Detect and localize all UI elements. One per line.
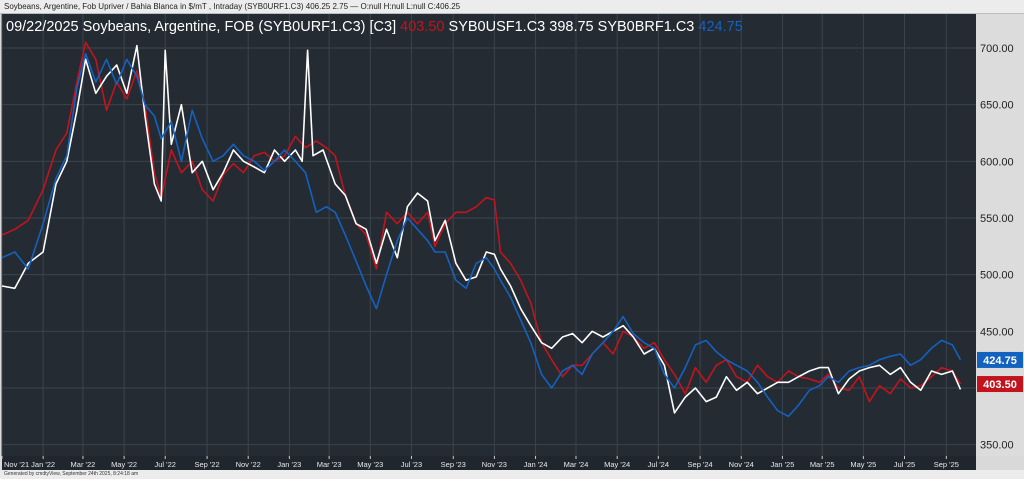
x-tick-label: Jul '24 bbox=[648, 460, 669, 469]
series-line-syb0urf1-c3 bbox=[1, 41, 962, 403]
x-tick-label: Nov '22 bbox=[236, 460, 261, 469]
x-tick-label: Nov '24 bbox=[729, 460, 754, 469]
x-tick-label: May '25 bbox=[850, 460, 876, 469]
y-tick-label: 600.00 bbox=[980, 156, 1014, 168]
x-tick-label: Mar '23 bbox=[317, 460, 342, 469]
y-tick-label: 550.00 bbox=[980, 213, 1014, 225]
title-part: 403.50 bbox=[396, 19, 444, 35]
footer-bar: Generated by cmdtyView, September 24th 2… bbox=[0, 470, 1024, 479]
x-tick-label: Jan '24 bbox=[524, 460, 548, 469]
time-axis-panel[interactable] bbox=[2, 456, 976, 470]
x-tick-label: May '23 bbox=[357, 460, 383, 469]
series-lines bbox=[1, 41, 962, 418]
title-part: SYB0BRF1.C3 bbox=[594, 19, 695, 35]
x-tick-label: Jan '23 bbox=[277, 460, 301, 469]
series-line-syb0usf1-c3 bbox=[1, 44, 962, 414]
x-tick-label: Mar '24 bbox=[564, 460, 589, 469]
x-tick-label: Mar '22 bbox=[71, 460, 96, 469]
grid-lines bbox=[1, 14, 976, 456]
last-value-label: 424.75 bbox=[983, 355, 1017, 367]
title-part: 424.75 bbox=[694, 19, 742, 35]
info-line: Soybeans, Argentine, Fob Upriver / Bahia… bbox=[4, 2, 461, 11]
last-value-label: 403.50 bbox=[983, 379, 1017, 391]
generated-note: Generated by cmdtyView, September 24th 2… bbox=[4, 471, 139, 477]
x-tick-label: Nov '21 bbox=[4, 460, 29, 469]
x-tick-label: Nov '23 bbox=[482, 460, 507, 469]
title-part: SYB0USF1.C3 398.75 bbox=[445, 19, 594, 35]
x-tick-label: May '24 bbox=[604, 460, 630, 469]
x-tick-label: Mar '25 bbox=[810, 460, 835, 469]
x-tick-label: Sep '22 bbox=[194, 460, 219, 469]
x-tick-label: Sep '25 bbox=[934, 460, 959, 469]
last-value-badges: 424.75 403.50 bbox=[977, 351, 1023, 393]
series-line-syb0brf1-c3 bbox=[1, 52, 962, 418]
x-tick-label: Jul '22 bbox=[155, 460, 176, 469]
x-tick-label: Sep '23 bbox=[441, 460, 466, 469]
last-value-badge bbox=[977, 376, 1023, 393]
y-tick-label: 450.00 bbox=[980, 326, 1014, 338]
y-tick-label: 500.00 bbox=[980, 270, 1014, 282]
y-tick-label: 700.00 bbox=[980, 43, 1014, 55]
x-tick-label: May '22 bbox=[111, 460, 137, 469]
x-tick-label: Sep '24 bbox=[688, 460, 713, 469]
x-tick-label: Jan '22 bbox=[31, 460, 55, 469]
y-tick-label: 350.00 bbox=[980, 440, 1014, 452]
x-tick-label: Jul '25 bbox=[894, 460, 915, 469]
y-tick-label: 650.00 bbox=[980, 100, 1014, 112]
x-tick-label: Jul '23 bbox=[401, 460, 422, 469]
x-tick-label: Jan '25 bbox=[770, 460, 794, 469]
last-value-badge bbox=[977, 351, 1023, 368]
info-bar: Soybeans, Argentine, Fob Upriver / Bahia… bbox=[0, 0, 1024, 14]
x-axis-ticks: Nov '21 Jan '22 Mar '22 May '22 Jul '22 Sep '… bbox=[1, 456, 959, 469]
title-part: 09/22/2025 Soybeans, Argentine, FOB (SYB… bbox=[6, 19, 396, 35]
chart-title: 09/22/2025 Soybeans, Argentine, FOB (SYB… bbox=[6, 19, 743, 35]
